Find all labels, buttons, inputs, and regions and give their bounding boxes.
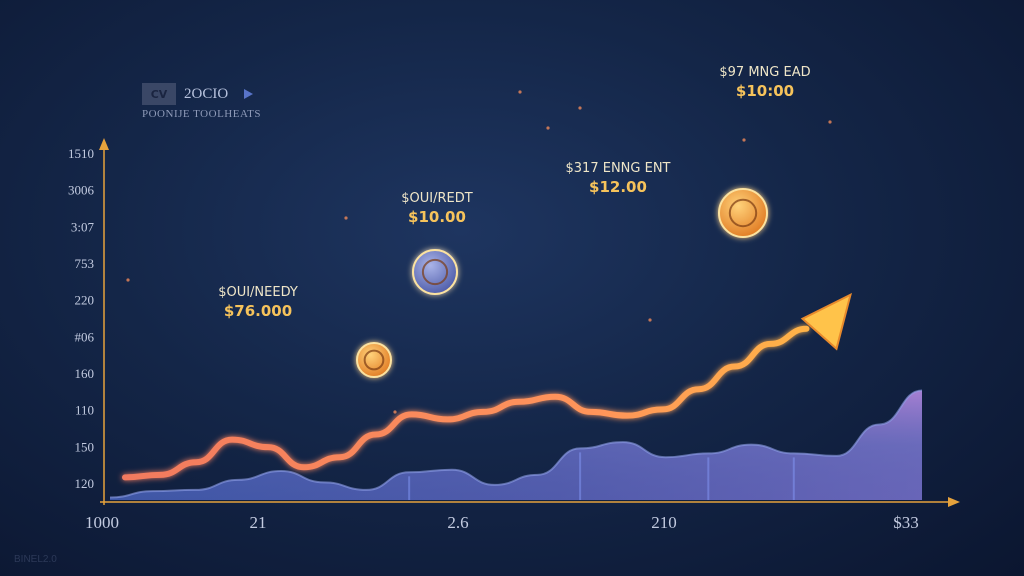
annotation-value: $10.00 — [408, 208, 466, 226]
sparkle-dot — [518, 90, 522, 94]
trend-line-layer — [122, 292, 852, 481]
y-axis-ticks: 1510 3006 3:07 753 220 #06 160 110 150 120 — [68, 146, 95, 491]
coin-icon-inner — [728, 198, 758, 228]
coin-icon — [356, 342, 392, 378]
y-tick-label: 3006 — [68, 183, 95, 198]
y-tick-label: 160 — [75, 366, 95, 381]
brand-logo: CV — [142, 83, 176, 105]
coin-icon-inner — [421, 258, 449, 286]
area-series-edge — [109, 389, 923, 499]
x-tick-label: 21 — [250, 513, 267, 532]
annotation-title: $OUI/NEEDY — [218, 285, 298, 300]
y-tick-label: 3:07 — [71, 219, 95, 234]
annotation-value: $12.00 — [589, 178, 647, 196]
coin-icon-inner — [363, 349, 385, 371]
y-tick-label: 1510 — [68, 146, 94, 161]
sparkle-dot — [828, 120, 832, 124]
x-tick-label: 2.6 — [447, 513, 468, 532]
y-tick-label: #06 — [75, 329, 95, 344]
x-tick-label: 1000 — [85, 513, 119, 532]
trend-line — [122, 325, 810, 481]
x-tick-label: $33 — [893, 513, 919, 532]
y-tick-label: 220 — [75, 293, 95, 308]
brand-name: 2OCIO — [184, 85, 229, 102]
area-series-layer — [109, 389, 923, 500]
y-tick-label: 150 — [75, 439, 95, 454]
watermark: BINEL2.0 — [14, 554, 57, 565]
sparkle-dot — [126, 278, 130, 282]
annotation-title: $317 ENNG ENT — [566, 161, 671, 176]
axes — [99, 138, 960, 507]
brand-header: CV 2OCIO — [142, 82, 254, 106]
brand-subtitle: POONIJE TOOLHEATS — [142, 108, 262, 120]
sparkle-dot — [742, 138, 746, 142]
annotation-title: $97 MNG EAD — [719, 65, 810, 80]
sparkle-dot — [578, 106, 582, 110]
x-axis-ticks: 1000 21 2.6 210 $33 — [85, 513, 919, 532]
sparkle-dot — [648, 318, 652, 322]
sparkle-dot — [546, 126, 550, 130]
x-tick-label: 210 — [651, 513, 677, 532]
y-tick-label: 753 — [75, 256, 95, 271]
sparkle-dot — [344, 216, 348, 220]
sparkle-dot — [393, 410, 397, 414]
y-tick-label: 110 — [75, 403, 94, 418]
coin-icon — [718, 188, 768, 238]
annotation-value: $10:00 — [736, 82, 794, 100]
annotation-title: $OUI/REDT — [401, 191, 472, 206]
y-axis-arrow — [99, 138, 109, 150]
annotations: $OUI/NEEDY $76.000 $OUI/REDT $10.00 $317 ENN… — [126, 65, 832, 414]
coin-icon — [412, 249, 458, 295]
arrow-head — [800, 292, 852, 351]
x-axis-arrow — [948, 497, 960, 507]
area-series-sheen — [110, 390, 922, 500]
y-tick-label: 120 — [75, 476, 95, 491]
annotation-value: $76.000 — [224, 302, 292, 320]
play-icon — [244, 89, 254, 99]
